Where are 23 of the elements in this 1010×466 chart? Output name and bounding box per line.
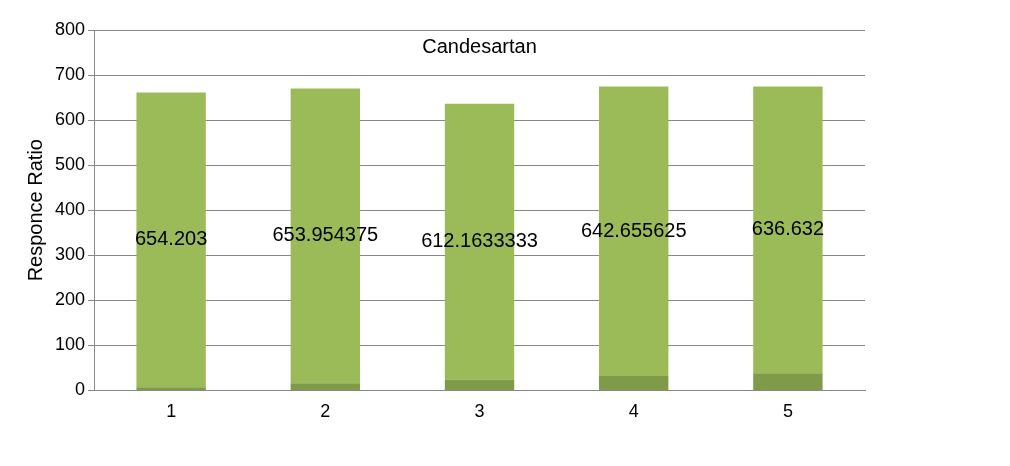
x-tick-label: 2 [320, 401, 331, 422]
y-axis-title: Responce Ratio [23, 139, 46, 282]
x-tick-label: 5 [782, 401, 793, 422]
y-tick-label: 200 [54, 289, 86, 310]
y-tick-label: 100 [54, 334, 86, 355]
y-tick-label: 600 [54, 109, 86, 130]
bar [136, 92, 206, 388]
y-tick-label: 400 [54, 199, 86, 220]
bar [136, 387, 206, 390]
bar [444, 379, 515, 390]
chart-title: Candesartan [422, 34, 537, 57]
y-tick-label: 700 [54, 64, 86, 85]
x-tick-label: 4 [628, 401, 639, 422]
bar [753, 373, 823, 390]
y-tick-label: 800 [54, 18, 86, 39]
bar [290, 383, 361, 390]
x-tick-label: 1 [166, 401, 177, 422]
x-tick-label: 3 [474, 401, 485, 422]
y-tick-label: 500 [54, 154, 86, 175]
y-tick-label: 300 [54, 244, 86, 265]
y-tick-label: 0 [75, 379, 86, 400]
bar [753, 86, 823, 374]
bar [599, 375, 669, 390]
